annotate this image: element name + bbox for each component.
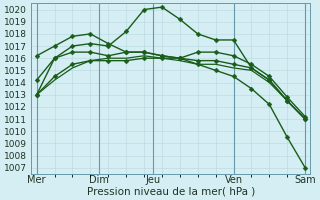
X-axis label: Pression niveau de la mer( hPa ): Pression niveau de la mer( hPa ): [87, 187, 255, 197]
